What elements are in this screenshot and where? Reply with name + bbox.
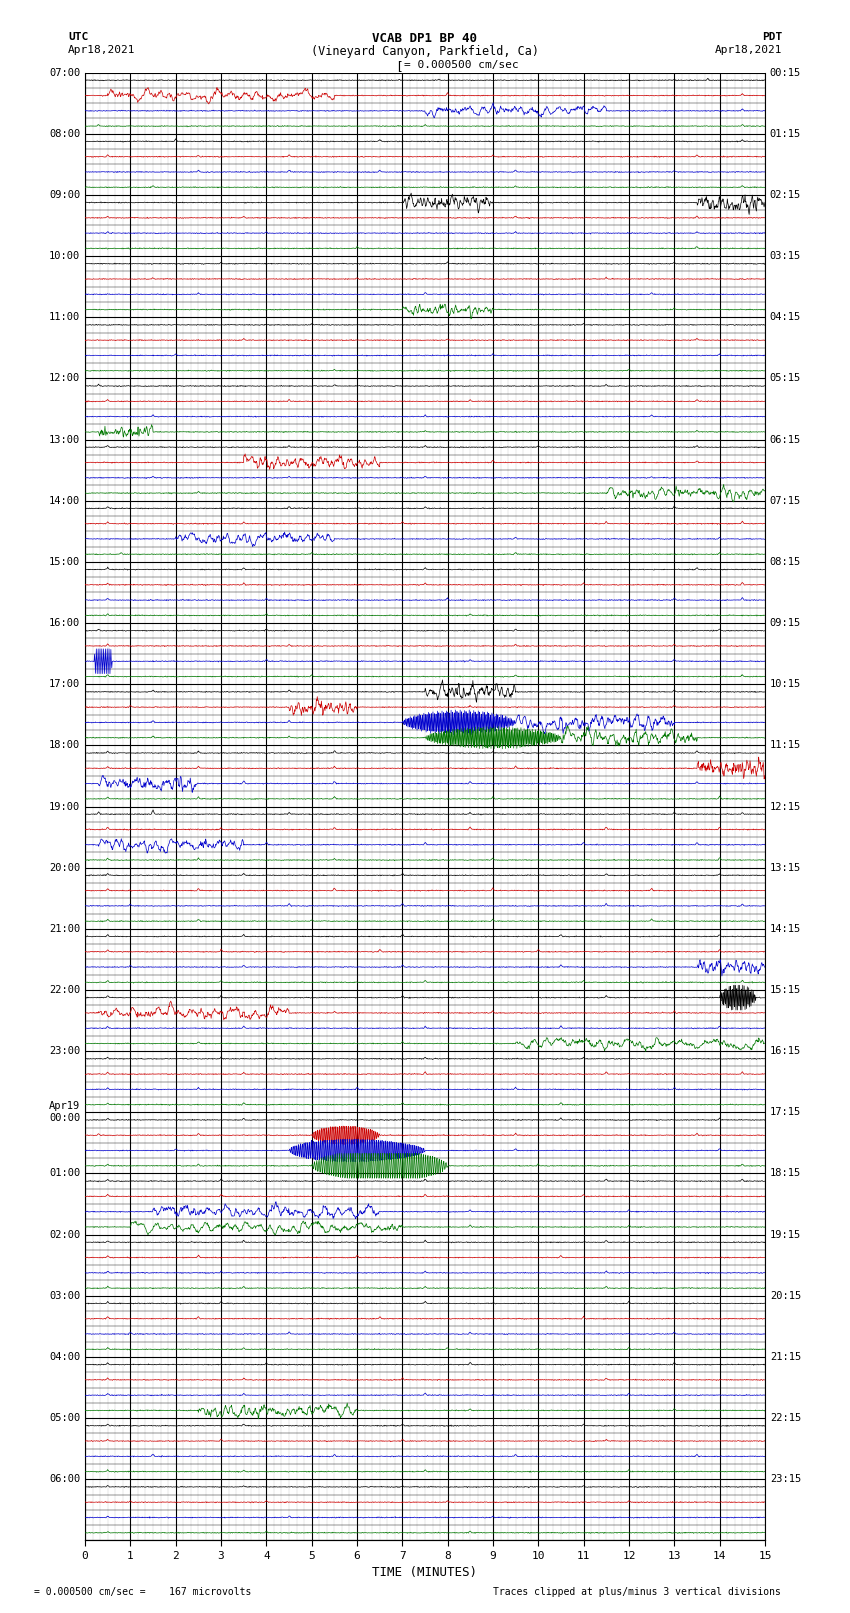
Text: (Vineyard Canyon, Parkfield, Ca): (Vineyard Canyon, Parkfield, Ca) <box>311 45 539 58</box>
Text: PDT: PDT <box>762 32 782 42</box>
Text: UTC: UTC <box>68 32 88 42</box>
Text: Apr18,2021: Apr18,2021 <box>68 45 135 55</box>
Text: = 0.000500 cm/sec: = 0.000500 cm/sec <box>404 60 518 69</box>
Text: Apr18,2021: Apr18,2021 <box>715 45 782 55</box>
Text: [: [ <box>395 60 403 73</box>
X-axis label: TIME (MINUTES): TIME (MINUTES) <box>372 1566 478 1579</box>
Text: = 0.000500 cm/sec =    167 microvolts: = 0.000500 cm/sec = 167 microvolts <box>34 1587 252 1597</box>
Text: Traces clipped at plus/minus 3 vertical divisions: Traces clipped at plus/minus 3 vertical … <box>493 1587 781 1597</box>
Text: VCAB DP1 BP 40: VCAB DP1 BP 40 <box>372 32 478 45</box>
